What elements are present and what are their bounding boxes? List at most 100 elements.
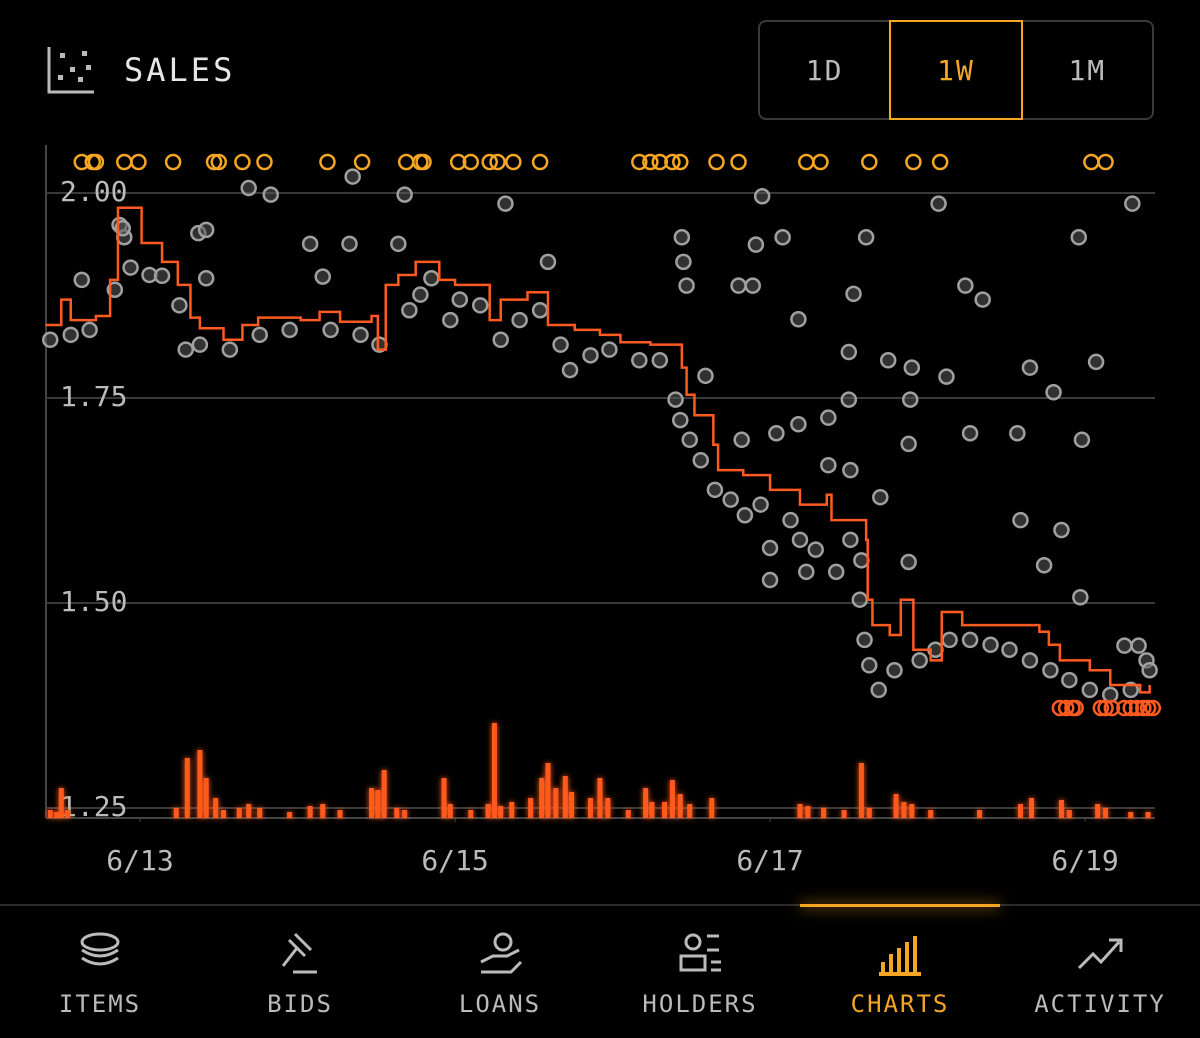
sale-point	[842, 461, 859, 479]
bottom-marker	[1135, 699, 1152, 717]
volume-bar	[369, 788, 375, 818]
tab-label: CHARTS	[850, 990, 950, 1018]
nav-tab[interactable]: CHARTS	[800, 904, 1000, 1038]
volume-bar	[841, 810, 847, 818]
sale-point	[62, 326, 79, 344]
sale-point	[1021, 652, 1039, 669]
sale-point	[442, 311, 459, 329]
sale-point	[911, 652, 928, 669]
sale-point	[73, 271, 91, 289]
y-tick-label: 1.75	[60, 380, 127, 413]
volume-bar	[1095, 804, 1101, 818]
tab-icon	[1077, 938, 1123, 970]
nav-tab[interactable]: ITEMS	[0, 906, 200, 1038]
volume-bar	[1066, 810, 1072, 818]
sale-point	[840, 343, 858, 361]
range-selector: 1D 1W 1M	[758, 20, 1154, 120]
bottom-marker	[1144, 699, 1162, 717]
sale-point	[322, 321, 339, 339]
volume-bar	[797, 804, 803, 818]
volume-bar	[375, 790, 381, 818]
volume-bar	[1128, 812, 1134, 818]
range-button[interactable]: 1D	[805, 53, 844, 87]
volume-bar	[562, 776, 568, 818]
sale-point	[938, 368, 955, 385]
sale-point	[673, 229, 691, 246]
top-marker	[861, 153, 878, 171]
nav-tab[interactable]: ACTIVITY	[1000, 906, 1200, 1038]
sale-point	[197, 270, 215, 287]
sale-point	[845, 285, 862, 303]
bottom-marker	[1051, 699, 1069, 717]
volume-bar	[669, 780, 675, 818]
tab-icon	[80, 932, 120, 966]
nav-tab[interactable]: LOANS	[400, 906, 600, 1038]
top-marker	[1097, 153, 1114, 171]
sale-point	[761, 571, 779, 589]
sale-point	[827, 563, 845, 581]
sale-point	[982, 636, 999, 654]
volume-bar	[662, 802, 668, 818]
sale-point	[736, 506, 754, 524]
top-marker	[812, 153, 829, 171]
volume-bar	[213, 798, 219, 818]
sale-point	[81, 321, 98, 339]
top-marker	[708, 153, 725, 171]
top-marker	[319, 153, 336, 171]
volume-bar	[65, 810, 71, 818]
tab-label: LOANS	[458, 990, 542, 1018]
sale-point	[1073, 431, 1091, 449]
top-markers	[73, 153, 1114, 171]
volume-bar	[1029, 798, 1035, 818]
tab-icon	[480, 932, 523, 974]
volume-bar	[539, 778, 545, 818]
sale-points	[42, 168, 1158, 704]
sale-point	[733, 431, 750, 449]
y-tick-label: 1.25	[60, 790, 127, 823]
top-marker	[462, 153, 480, 171]
sale-point	[1130, 637, 1147, 654]
nav-tab[interactable]: BIDS	[200, 906, 400, 1038]
sale-point	[539, 253, 557, 271]
tab-label: HOLDERS	[642, 990, 758, 1018]
sale-point	[856, 631, 873, 649]
volume-bar	[1017, 804, 1023, 818]
volume-bar	[307, 806, 313, 818]
range-button[interactable]: 1M	[1068, 53, 1107, 87]
volume-bar	[402, 810, 408, 818]
sale-point	[412, 286, 429, 303]
bottom-marker	[1116, 699, 1133, 717]
sale-point	[900, 553, 917, 571]
sale-point	[1061, 671, 1078, 689]
sale-point	[753, 188, 771, 205]
bottom-marker	[1122, 699, 1139, 717]
top-marker	[481, 153, 498, 171]
tab-label: BIDS	[267, 990, 333, 1018]
sale-point	[886, 661, 903, 679]
sale-point	[1042, 661, 1059, 679]
sale-point	[840, 391, 858, 408]
bottom-markers	[1051, 699, 1162, 717]
x-tick-label: 6/15	[421, 844, 488, 877]
sale-point	[730, 277, 747, 294]
top-marker	[730, 153, 747, 171]
bottom-marker	[1057, 699, 1075, 717]
volume-bar	[587, 798, 593, 818]
volume-bar	[197, 750, 203, 818]
sale-point	[872, 488, 889, 506]
sale-point	[681, 431, 698, 449]
sale-point	[42, 331, 59, 349]
volume-bar	[805, 806, 811, 818]
volume-bar	[498, 806, 504, 818]
range-button[interactable]: 1W	[889, 20, 1023, 120]
top-marker	[664, 153, 681, 171]
top-marker	[87, 153, 105, 171]
volume-bar	[54, 812, 60, 818]
sale-point	[1045, 383, 1062, 401]
sale-point	[497, 195, 514, 212]
sale-point	[396, 186, 413, 203]
sale-point	[1021, 359, 1039, 376]
volume-bar	[649, 802, 655, 818]
nav-tab[interactable]: HOLDERS	[600, 906, 800, 1038]
